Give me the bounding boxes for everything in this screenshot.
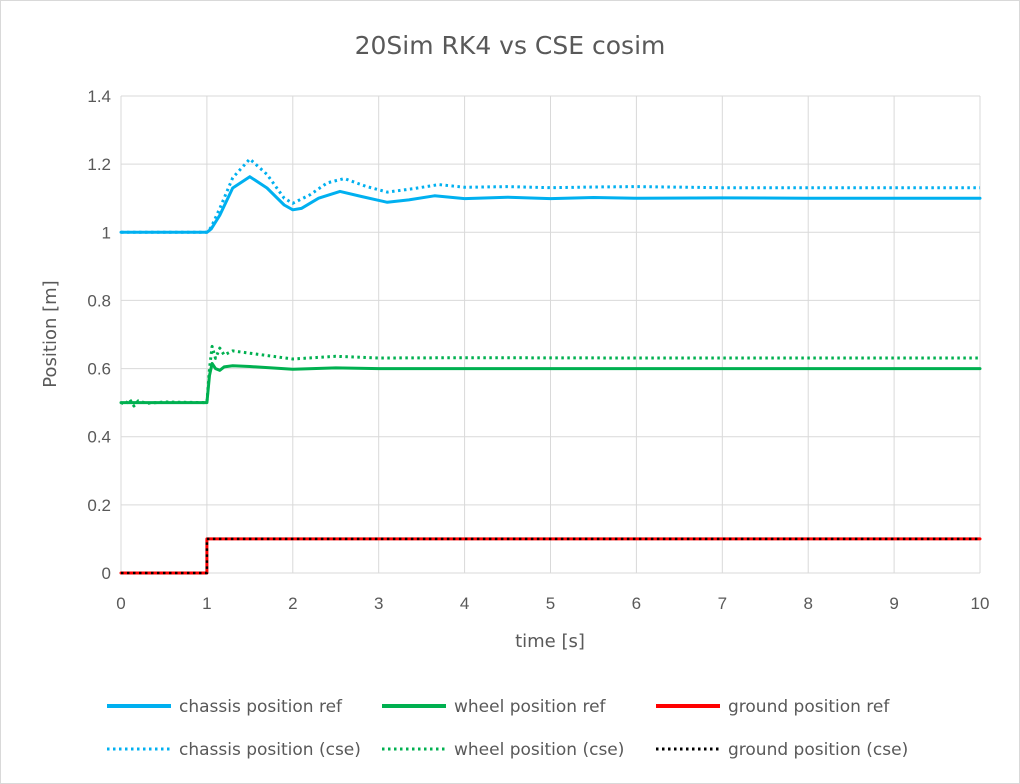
plot-series xyxy=(119,157,982,575)
y-tick-label: 0.6 xyxy=(87,360,111,379)
y-tick-label: 0.4 xyxy=(87,428,111,447)
x-tick-label: 4 xyxy=(460,594,469,613)
x-tick-label: 1 xyxy=(202,594,211,613)
legend-label-1: chassis position (cse) xyxy=(179,740,361,760)
legend-label-4: ground position ref xyxy=(728,697,890,717)
x-tick-label: 10 xyxy=(971,594,990,613)
y-tick-label: 1 xyxy=(102,223,111,242)
x-tick-label: 8 xyxy=(803,594,812,613)
legend-label-2: wheel position ref xyxy=(454,697,607,717)
y-tick-label: 0.8 xyxy=(87,291,111,310)
chart-title: 20Sim RK4 vs CSE cosim xyxy=(355,31,666,60)
axis-ticks: 0 0.2 0.4 0.6 0.8 1 1.2 1.4 0 1 2 3 4 5 6 7 8 9 10 xyxy=(87,87,989,613)
legend: chassis position ref wheel position ref gr… xyxy=(107,697,908,760)
legend-label-3: wheel position (cse) xyxy=(454,740,624,760)
y-axis-title: Position [m] xyxy=(40,280,61,387)
x-tick-label: 3 xyxy=(374,594,383,613)
legend-label-0: chassis position ref xyxy=(179,697,343,717)
x-tick-label: 5 xyxy=(546,594,555,613)
x-axis-title: time [s] xyxy=(515,631,585,652)
grid-lines xyxy=(120,95,981,574)
series-line-1 xyxy=(121,157,980,234)
x-tick-label: 7 xyxy=(718,594,727,613)
y-tick-label: 1.4 xyxy=(87,87,111,106)
series-line-5 xyxy=(121,537,980,575)
y-tick-label: 0.2 xyxy=(87,496,111,515)
x-tick-label: 0 xyxy=(116,594,125,613)
legend-label-5: ground position (cse) xyxy=(728,740,908,760)
series-line-3 xyxy=(120,344,980,408)
series-line-0 xyxy=(119,175,982,234)
x-tick-label: 9 xyxy=(889,594,898,613)
x-tick-label: 6 xyxy=(632,594,641,613)
x-tick-label: 2 xyxy=(288,594,297,613)
y-tick-label: 1.2 xyxy=(87,155,111,174)
y-tick-label: 0 xyxy=(102,564,111,583)
